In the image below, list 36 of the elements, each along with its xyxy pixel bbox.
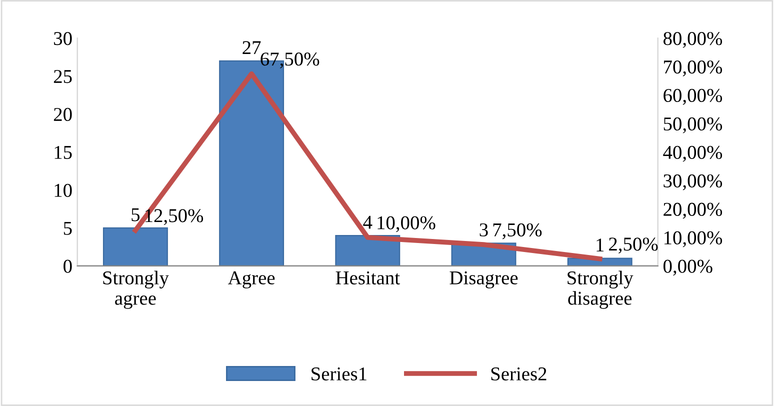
data-label: 1 [596,238,604,252]
y-tick-label: 30 [54,32,72,46]
y2-tick-label: 60,00% [664,88,722,105]
y-tick-label: 25 [54,70,72,84]
y2-tick-label: 40,00% [663,146,722,162]
bar [102,227,168,266]
y2-tick-label: 30,00% [664,174,722,190]
y2-tick-label: 0,00% [664,260,712,276]
bar [335,235,400,266]
data-label: 67,50% [260,52,320,68]
y-tick-label: 5 [64,222,72,235]
data-label: 2,50% [609,238,658,254]
x-tick-label: Strongly disagree [568,270,634,309]
x-tick-label: Disagree [450,271,518,288]
y2-tick-label: 80,00% [664,32,722,48]
legend-label: Series2 [491,367,546,380]
legend-label: Series1 [312,367,366,380]
data-label: 7,50% [493,223,542,240]
y-tick-label: 20 [54,108,72,122]
data-label: 5 [132,208,140,222]
y-tick-label: 10 [54,184,72,197]
y2-tick-label: 20,00% [664,202,722,219]
x-tick-label: Strongly agree [103,270,169,309]
data-label: 10,00% [378,216,436,232]
data-label: 12,50% [145,209,204,226]
x-tick-label: Hesitant [336,271,400,284]
x-tick-label: Agree [228,271,275,288]
y2-tick-label: 70,00% [664,60,722,76]
y-tick-label: 15 [54,146,72,159]
line-series [133,71,602,262]
y2-tick-label: 10,00% [664,231,722,248]
data-label: 3 [480,223,488,236]
data-label: 27 [242,41,261,54]
data-label: 4 [363,216,372,229]
y-tick-label: 0 [64,260,72,273]
y2-tick-label: 50,00% [664,117,722,134]
